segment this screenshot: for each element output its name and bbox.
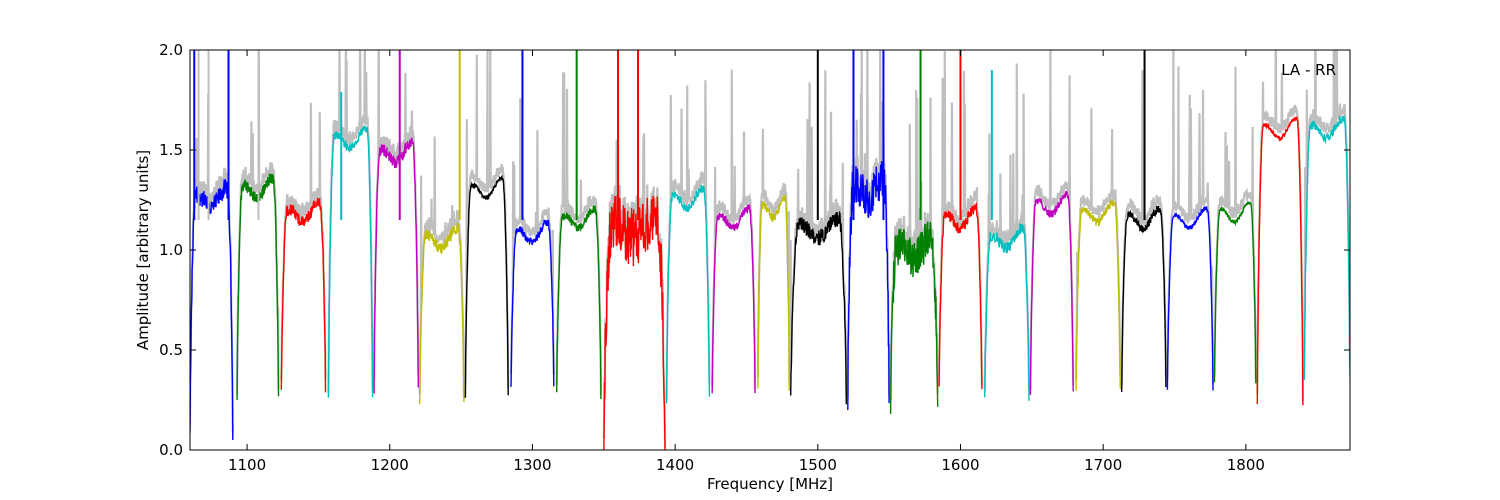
background-trace-6 [418, 136, 465, 398]
background-trace-25 [1303, 50, 1350, 368]
x-axis-ticks: 1100 1200 1300 1400 1500 1600 1700 1800 [228, 50, 1265, 474]
background-trace-5 [373, 50, 420, 381]
subband-line-23 [1213, 201, 1257, 384]
background-trace-3 [280, 102, 327, 381]
subband-line-8 [510, 219, 555, 387]
y-tick-label: 2.0 [159, 41, 183, 59]
background-trace-11 [665, 80, 711, 400]
subband-line-11 [665, 185, 711, 404]
subband-line-22 [1166, 205, 1214, 391]
background-trace-8 [509, 98, 555, 375]
background-trace-4 [327, 50, 374, 393]
background-trace-9 [555, 72, 602, 395]
subband-line-25 [1303, 115, 1350, 381]
x-tick-label: 1700 [1084, 456, 1122, 474]
background-trace-18 [983, 63, 1031, 391]
subband-line-21 [1121, 205, 1167, 393]
panel-annotation: LA - RR [1281, 61, 1336, 79]
background-trace-7 [464, 50, 510, 389]
subband-line-1 [190, 179, 234, 441]
subband-line-19 [1029, 191, 1074, 395]
x-tick-label: 1100 [228, 456, 266, 474]
subband-line-18 [984, 223, 1030, 401]
x-tick-label: 1200 [371, 456, 409, 474]
subband-line-15 [847, 161, 890, 411]
subband-line-14 [790, 210, 847, 405]
subband-line-20 [1075, 199, 1121, 391]
background-series [190, 50, 1350, 448]
background-trace-20 [1075, 108, 1122, 381]
x-tick-label: 1300 [513, 456, 551, 474]
subband-line-5 [373, 137, 419, 394]
background-trace-10 [602, 133, 667, 448]
background-trace-24 [1256, 50, 1305, 402]
y-axis-ticks: 0.0 0.5 1.0 1.5 2.0 [159, 41, 1350, 459]
y-tick-label: 1.5 [159, 141, 183, 159]
subband-line-12 [711, 204, 756, 394]
background-trace-1 [190, 94, 234, 434]
subband-line-13 [757, 195, 790, 391]
subband-line-17 [938, 202, 983, 390]
background-trace-21 [1120, 70, 1167, 386]
background-trace-22 [1166, 50, 1215, 385]
subband-line-3 [280, 197, 327, 393]
y-tick-label: 0.0 [159, 441, 183, 459]
background-trace-23 [1213, 66, 1257, 380]
x-tick-label: 1600 [941, 456, 979, 474]
subband-line-10 [603, 195, 666, 450]
y-tick-label: 1.0 [159, 241, 183, 259]
subband-series [190, 50, 1350, 450]
x-tick-label: 1400 [656, 456, 694, 474]
subband-line-9 [556, 205, 602, 400]
x-tick-label: 1500 [799, 456, 837, 474]
subband-line-7 [464, 174, 509, 398]
subband-line-4 [327, 125, 374, 398]
y-axis-label: Amplitude [arbitrary units] [134, 150, 152, 350]
y-tick-label: 0.5 [159, 341, 183, 359]
subband-line-6 [419, 223, 465, 405]
x-tick-label: 1800 [1227, 456, 1265, 474]
background-trace-13 [756, 128, 791, 381]
subband-line-24 [1256, 116, 1304, 406]
subband-line-16 [889, 221, 939, 415]
plot-area [190, 50, 1350, 450]
x-axis-label: Frequency [MHz] [707, 475, 833, 493]
background-trace-19 [1029, 50, 1075, 389]
